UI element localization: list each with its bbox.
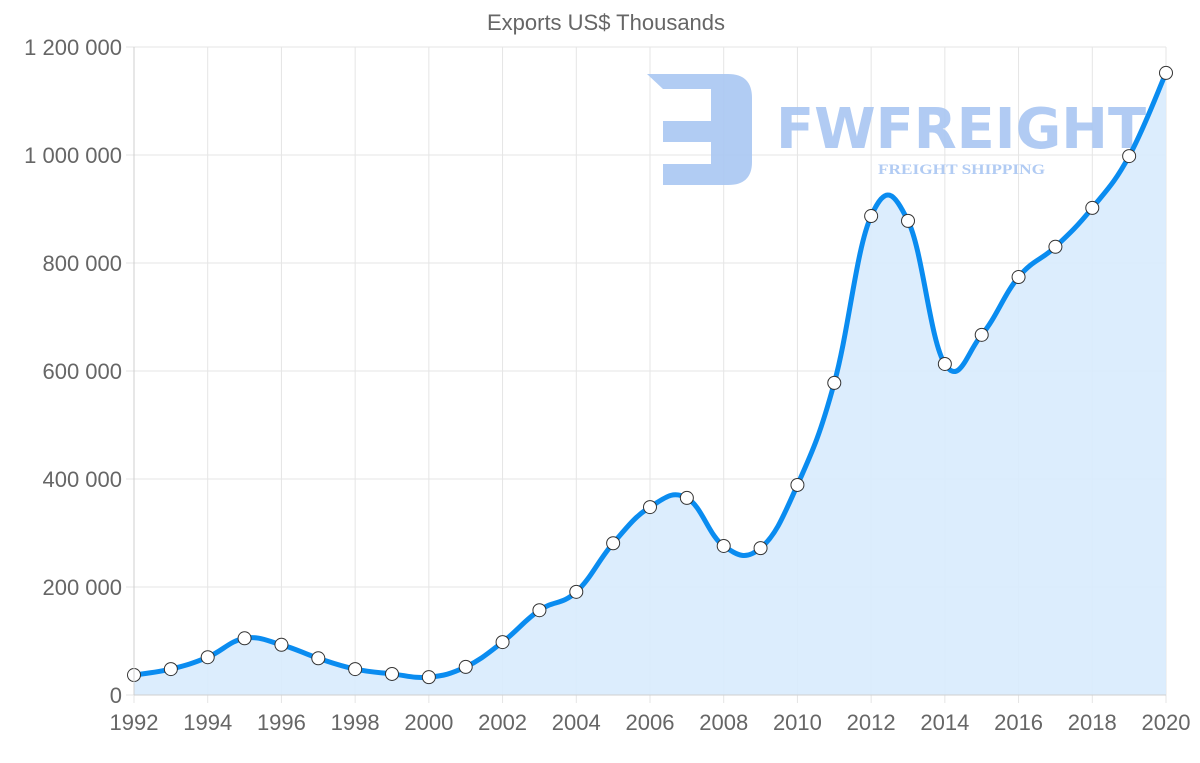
data-point	[606, 536, 621, 551]
data-point	[237, 631, 252, 646]
x-tick-label: 2008	[699, 710, 748, 735]
x-tick-label: 2006	[626, 710, 675, 735]
x-tick-label: 2004	[552, 710, 601, 735]
data-point	[1159, 65, 1173, 80]
data-point	[163, 662, 178, 677]
y-tick-label: 1 000 000	[24, 143, 122, 168]
x-tick-label: 2014	[920, 710, 969, 735]
x-tick-label: 2010	[773, 710, 822, 735]
x-tick-label: 2000	[404, 710, 453, 735]
data-point	[901, 213, 915, 228]
y-tick-label: 400 000	[42, 467, 122, 492]
x-tick-label: 2002	[478, 710, 527, 735]
data-point	[827, 375, 842, 390]
data-point	[716, 538, 731, 553]
chart-title: Exports US$ Thousands	[487, 10, 725, 35]
watermark-tagline: FREIGHT SHIPPING	[878, 162, 1045, 178]
series-area	[134, 72, 1166, 696]
data-point	[790, 477, 805, 492]
data-point	[348, 662, 363, 677]
y-tick-label: 0	[110, 683, 122, 708]
data-point	[274, 637, 289, 652]
data-point	[200, 650, 215, 665]
data-point	[937, 356, 952, 371]
data-point	[385, 666, 399, 681]
data-point	[1011, 270, 1026, 285]
x-tick-label: 2018	[1068, 710, 1117, 735]
x-tick-label: 1994	[183, 710, 232, 735]
data-point	[643, 500, 657, 515]
data-point	[421, 670, 436, 685]
data-point	[1048, 239, 1063, 254]
data-point	[569, 584, 584, 599]
y-tick-label: 800 000	[42, 251, 122, 276]
x-tick-label: 1998	[331, 710, 380, 735]
data-point	[679, 490, 694, 505]
watermark-name: FWFREIGHT	[776, 97, 1146, 162]
y-tick-label: 600 000	[42, 359, 122, 384]
data-point	[974, 327, 989, 342]
data-point	[311, 651, 326, 666]
x-tick-label: 1996	[257, 710, 306, 735]
data-point	[753, 541, 768, 556]
data-point	[1122, 149, 1137, 164]
x-tick-label: 2012	[847, 710, 896, 735]
data-point	[458, 659, 473, 674]
data-point	[864, 209, 879, 224]
axes	[133, 47, 1166, 696]
x-tick-label: 2016	[994, 710, 1043, 735]
x-tick-label: 2020	[1142, 710, 1191, 735]
logo-mark-icon	[647, 74, 752, 185]
x-tick-label: 1992	[110, 710, 159, 735]
y-tick-label: 1 200 000	[24, 35, 122, 60]
data-point	[495, 635, 510, 650]
data-point	[1085, 200, 1100, 215]
data-point	[532, 603, 547, 618]
y-tick-label: 200 000	[42, 575, 122, 600]
